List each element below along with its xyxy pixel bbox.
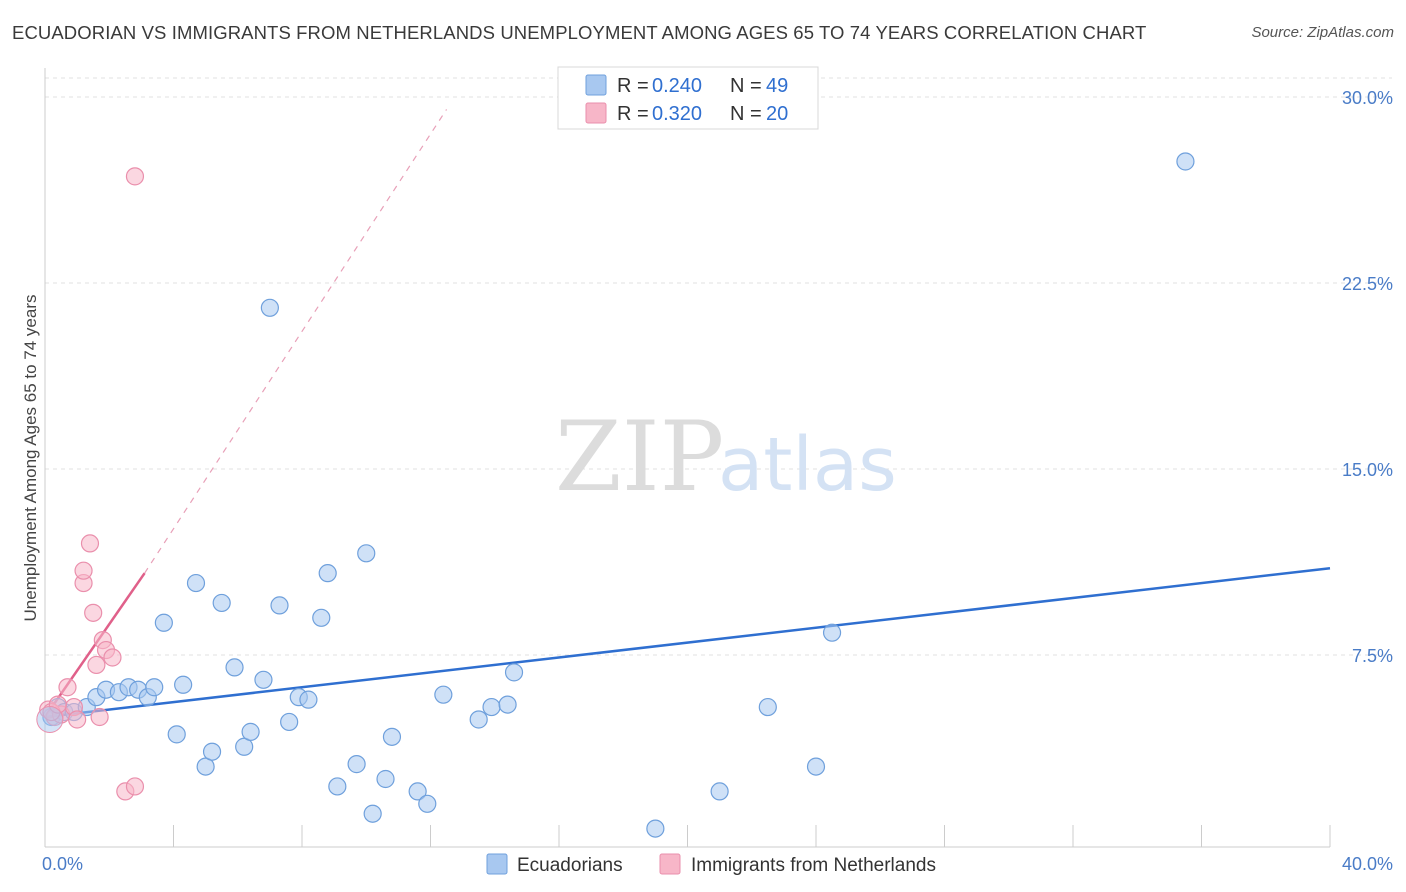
x-tick-label-0: 0.0% xyxy=(42,854,83,874)
ecuadorian-point-44 xyxy=(710,782,729,801)
ecuadorian-point-45 xyxy=(758,697,777,717)
netherlands-point-3 xyxy=(58,678,77,697)
legend-n-label-1: N = xyxy=(730,103,762,125)
source-label: Source: ZipAtlas.com xyxy=(1251,24,1394,41)
legend-n-label-0: N = xyxy=(730,75,762,97)
ecuadorian-point-17 xyxy=(202,742,222,761)
ecuadorian-point-25 xyxy=(280,712,299,732)
ecuadorian-point-46 xyxy=(806,757,826,776)
ecuadorian-point-38 xyxy=(434,685,453,704)
ecuadorian-point-42 xyxy=(504,663,524,682)
y-tick-label-3: 30.0% xyxy=(1342,88,1393,108)
netherlands-point-7 xyxy=(74,561,93,580)
ecuadorian-point-36 xyxy=(408,782,427,801)
netherlands-point-10 xyxy=(87,655,106,675)
chart-title: ECUADORIAN VS IMMIGRANTS FROM NETHERLAND… xyxy=(12,22,1147,43)
ecuadorian-point-23 xyxy=(260,298,279,317)
legend-r-label-1: R = xyxy=(617,103,649,125)
ecuadorian-point-24 xyxy=(270,596,289,615)
netherlands-point-16 xyxy=(125,777,145,796)
y-tick-label-1: 15.0% xyxy=(1342,460,1393,480)
netherlands-point-8 xyxy=(80,534,100,553)
ecuadorian-point-32 xyxy=(357,544,376,563)
netherlands-point-17 xyxy=(125,167,145,186)
legend-swatch-netherlands xyxy=(585,102,607,124)
y-axis-label: Unemployment Among Ages 65 to 74 years xyxy=(21,295,40,622)
ecuadorian-point-11 xyxy=(145,678,164,697)
cluster-point xyxy=(36,705,64,733)
legend-r-value-1: 0.320 xyxy=(652,103,702,125)
watermark-atlas: atlas xyxy=(718,422,897,508)
ecuadorian-point-19 xyxy=(225,658,244,677)
trend-extended-1 xyxy=(144,109,448,574)
ecuadorian-point-28 xyxy=(312,608,331,627)
watermark-zip: ZIP xyxy=(555,401,724,513)
legend-r-value-0: 0.240 xyxy=(652,75,702,97)
ecuadorian-point-22 xyxy=(254,670,273,689)
netherlands-point-9 xyxy=(84,603,103,622)
ecuadorian-point-34 xyxy=(376,769,395,789)
ecuadorian-point-35 xyxy=(382,727,402,746)
legend-swatch-ecuadorians xyxy=(585,74,607,96)
bottom-legend-label-netherlands: Immigrants from Netherlands xyxy=(691,855,936,876)
bottom-legend-label-ecuadorians: Ecuadorians xyxy=(517,855,623,876)
ecuadorian-point-15 xyxy=(186,573,206,593)
data-points xyxy=(36,152,1195,838)
legend-n-value-1: 20 xyxy=(766,103,788,125)
ecuadorian-point-41 xyxy=(498,695,517,714)
ecuadorian-point-13 xyxy=(167,725,186,744)
ecuadorian-point-31 xyxy=(347,755,366,774)
y-tick-label-0: 7.5% xyxy=(1352,646,1393,666)
ecuadorian-point-48 xyxy=(1176,152,1195,171)
ecuadorian-point-43 xyxy=(646,819,665,838)
ecuadorian-point-30 xyxy=(328,777,347,796)
bottom-legend-swatch-ecuadorians xyxy=(486,853,508,875)
legend-r-label-0: R = xyxy=(617,75,649,97)
y-tick-labels: 7.5% 15.0% 22.5% 30.0% xyxy=(1342,88,1393,666)
ecuadorian-point-39 xyxy=(469,710,488,729)
netherlands-point-11 xyxy=(90,707,109,727)
ecuadorian-point-21 xyxy=(241,722,260,741)
ecuadorian-point-33 xyxy=(363,804,382,823)
trend-line-0 xyxy=(44,566,1331,719)
legend: R = 0.240 N = 49 R = 0.320 N = 20 xyxy=(557,66,819,130)
netherlands-point-14 xyxy=(103,648,122,667)
watermark: ZIP atlas xyxy=(555,401,897,513)
ecuadorian-point-18 xyxy=(212,593,231,613)
ecuadorian-point-40 xyxy=(482,697,501,717)
x-tick-label-1: 40.0% xyxy=(1342,854,1393,874)
bottom-legend-swatch-netherlands xyxy=(659,853,681,875)
ecuadorian-point-27 xyxy=(299,690,318,709)
netherlands-point-5 xyxy=(68,710,87,729)
ecuadorian-point-14 xyxy=(174,675,193,694)
x-tick-labels: 0.0% 40.0% xyxy=(42,854,1393,874)
ecuadorian-point-37 xyxy=(418,794,437,813)
y-tick-label-2: 22.5% xyxy=(1342,274,1393,294)
ecuadorian-point-47 xyxy=(822,623,842,642)
legend-n-value-0: 49 xyxy=(766,75,788,97)
ecuadorian-point-29 xyxy=(318,564,337,583)
bottom-legend: Ecuadorians Immigrants from Netherlands xyxy=(486,853,936,876)
ecuadorian-point-12 xyxy=(154,613,173,632)
